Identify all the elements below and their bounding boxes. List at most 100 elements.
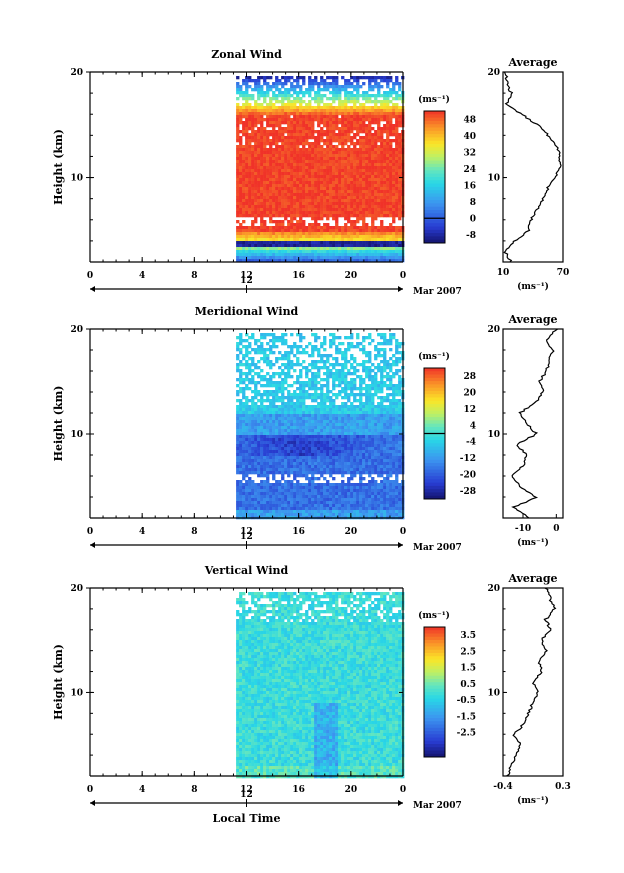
heatmap-cell [368,112,372,116]
heatmap-cell [260,465,264,469]
heatmap-cell [299,232,303,236]
heatmap-cell [344,88,348,92]
heatmap-cell [251,483,255,487]
heatmap-cell [326,369,330,373]
heatmap-cell [278,513,282,517]
heatmap-cell [293,495,297,499]
heatmap-cell [245,244,249,248]
heatmap-cell [353,184,357,188]
heatmap-cell [299,492,303,496]
heatmap-cell [359,190,363,194]
heatmap-cell [248,408,252,412]
heatmap-cell [380,244,384,248]
heatmap-cell [335,82,339,86]
heatmap-cell [353,214,357,218]
heatmap-cell [329,133,333,137]
heatmap-cell [254,244,258,248]
heatmap-cell [335,118,339,122]
heatmap-cell [350,82,354,86]
heatmap-cell [389,235,393,239]
heatmap-cell [254,109,258,113]
heatmap-cell [299,486,303,490]
heatmap-cell [257,208,261,212]
colorbar-segment [424,219,445,224]
heatmap-cell [260,217,264,221]
heatmap-cell [389,226,393,230]
heatmap-cell [284,160,288,164]
heatmap-cell [260,88,264,92]
heatmap-cell [317,393,321,397]
heatmap-cell [239,229,243,233]
heatmap-cell [344,208,348,212]
heatmap-cell [335,91,339,95]
heatmap-cell [296,498,300,502]
heatmap-cell [290,127,294,131]
heatmap-cell [380,229,384,233]
heatmap-cell [296,109,300,113]
heatmap-cell [293,223,297,227]
heatmap-cell [260,133,264,137]
heatmap-cell [314,244,318,248]
heatmap-cell [398,211,402,215]
heatmap-cell [269,196,273,200]
heatmap-cell [383,241,387,245]
heatmap-cell [383,259,387,263]
heatmap-cell [389,76,393,80]
heatmap-cell [332,336,336,340]
heatmap-cell [311,241,315,245]
heatmap-cell [239,405,243,409]
heatmap-cell [275,510,279,514]
heatmap-cell [302,426,306,430]
heatmap-cell [365,76,369,80]
heatmap-cell [323,411,327,415]
heatmap-cell [299,399,303,403]
heatmap-cell [257,501,261,505]
heatmap-cell [359,253,363,257]
heatmap-cell [296,510,300,514]
heatmap-cell [242,435,246,439]
heatmap-cell [278,229,282,233]
heatmap-cell [380,118,384,122]
heatmap-cell [242,166,246,170]
heatmap-cell [287,205,291,209]
heatmap-cell [242,253,246,257]
heatmap-cell [287,247,291,251]
heatmap-cell [296,130,300,134]
heatmap-cell [308,82,312,86]
heatmap-cell [245,471,249,475]
heatmap-cell [239,342,243,346]
heatmap-cell [344,79,348,83]
heatmap-cell [317,106,321,110]
heatmap-cell [308,429,312,433]
heatmap-cell [269,414,273,418]
heatmap-cell [281,486,285,490]
heatmap-cell [251,97,255,101]
heatmap-cell [311,151,315,155]
heatmap-cell [263,438,267,442]
heatmap-cell [344,157,348,161]
heatmap-cell [341,196,345,200]
heatmap-cell [281,100,285,104]
heatmap-cell [389,256,393,260]
heatmap-cell [341,148,345,152]
heatmap-cell [341,133,345,137]
heatmap-cell [290,471,294,475]
heatmap-cell [347,79,351,83]
heatmap-cell [272,226,276,230]
heatmap-cell [380,94,384,98]
heatmap-cell [248,211,252,215]
heatmap-cell [323,85,327,89]
heatmap-cell [374,148,378,152]
heatmap-cell [323,405,327,409]
heatmap-cell [239,495,243,499]
heatmap-cell [263,91,267,95]
heatmap-cell [269,193,273,197]
heatmap-cell [302,190,306,194]
heatmap-cell [245,166,249,170]
heatmap-cell [275,79,279,83]
heatmap-cell [305,501,309,505]
heatmap-cell [296,181,300,185]
heatmap-cell [299,256,303,260]
heatmap-cell [311,223,315,227]
heatmap-cell [263,169,267,173]
